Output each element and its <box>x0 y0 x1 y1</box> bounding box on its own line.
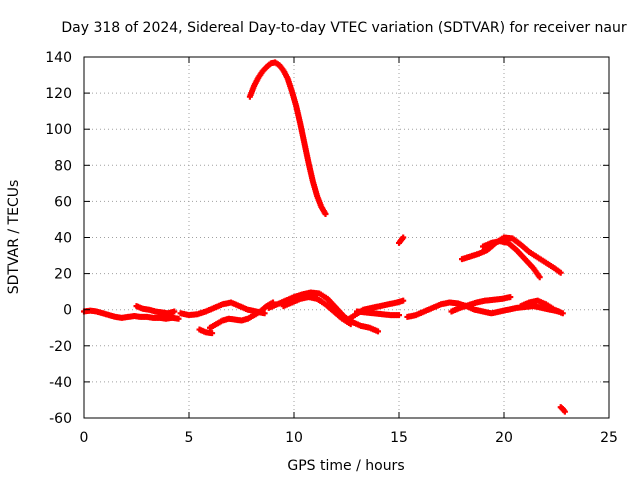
x-tick-label: 20 <box>495 430 513 446</box>
y-tick-label: -20 <box>49 339 72 355</box>
series-sat-arc-evening-a <box>459 234 564 276</box>
x-axis-label: GPS time / hours <box>287 458 404 474</box>
x-tick-label: 25 <box>600 430 618 446</box>
y-tick-label: 60 <box>54 194 72 210</box>
data-point <box>559 310 566 317</box>
y-tick-label: 80 <box>54 158 72 174</box>
x-tick-label: 10 <box>285 430 303 446</box>
series-sat-arc-near-zero-1 <box>81 307 182 322</box>
y-tick-label: 100 <box>45 122 72 138</box>
series-sat-arc-near-zero-11 <box>448 294 514 315</box>
series-sat-arc-near-zero-2 <box>133 303 178 317</box>
series-sat-arc-near-zero-3 <box>177 299 268 319</box>
data-point <box>561 408 568 415</box>
data-point <box>175 315 182 322</box>
data-point <box>209 330 216 337</box>
plot-frame <box>83 56 610 419</box>
series-sat-arc-evening-b <box>480 238 543 281</box>
y-tick-label: 40 <box>54 231 72 247</box>
y-tick-label: 140 <box>45 50 72 66</box>
series-sat-arc-near-zero-9 <box>354 308 402 319</box>
data-point <box>171 308 178 315</box>
y-tick-label: -40 <box>49 375 72 391</box>
data-point <box>507 294 514 301</box>
data-point <box>375 328 381 335</box>
y-tick-label: 0 <box>63 303 72 319</box>
data-point <box>400 297 407 304</box>
y-tick-label: 120 <box>45 86 72 102</box>
data-point <box>396 312 402 319</box>
data-point <box>322 211 329 218</box>
series-sat-arc-near-zero-6 <box>265 289 381 335</box>
series-sat-arc-late-neg <box>557 404 568 415</box>
axis-ticks: 0 5 10 15 20 25 -60 -40 -20 0 20 40 60 80 100 120 140 <box>45 50 618 446</box>
series-sat-arc-near-zero-12 <box>517 297 566 317</box>
data-point <box>400 234 407 241</box>
data-point <box>347 321 354 328</box>
data-point <box>536 274 543 281</box>
x-tick-label: 0 <box>80 430 89 446</box>
y-tick-label: 20 <box>54 267 72 283</box>
chart-title: Day 318 of 2024, Sidereal Day-to-day VTE… <box>61 20 627 36</box>
series-sat-arc-fragment-15 <box>396 234 407 246</box>
series-sat-arc-near-zero-8 <box>343 297 407 324</box>
series-sat-arc-big-peak <box>246 59 329 218</box>
y-tick-label: -60 <box>49 411 72 427</box>
y-axis-label: SDTVAR / TECUs <box>6 180 22 295</box>
grid-lines <box>84 57 609 418</box>
series-sat-arc-near-zero-7 <box>280 294 354 328</box>
data-points <box>81 59 568 415</box>
x-tick-label: 15 <box>390 430 408 446</box>
data-point <box>557 269 564 276</box>
series-sat-arc-near-zero-4 <box>196 326 216 337</box>
x-tick-label: 5 <box>185 430 194 446</box>
